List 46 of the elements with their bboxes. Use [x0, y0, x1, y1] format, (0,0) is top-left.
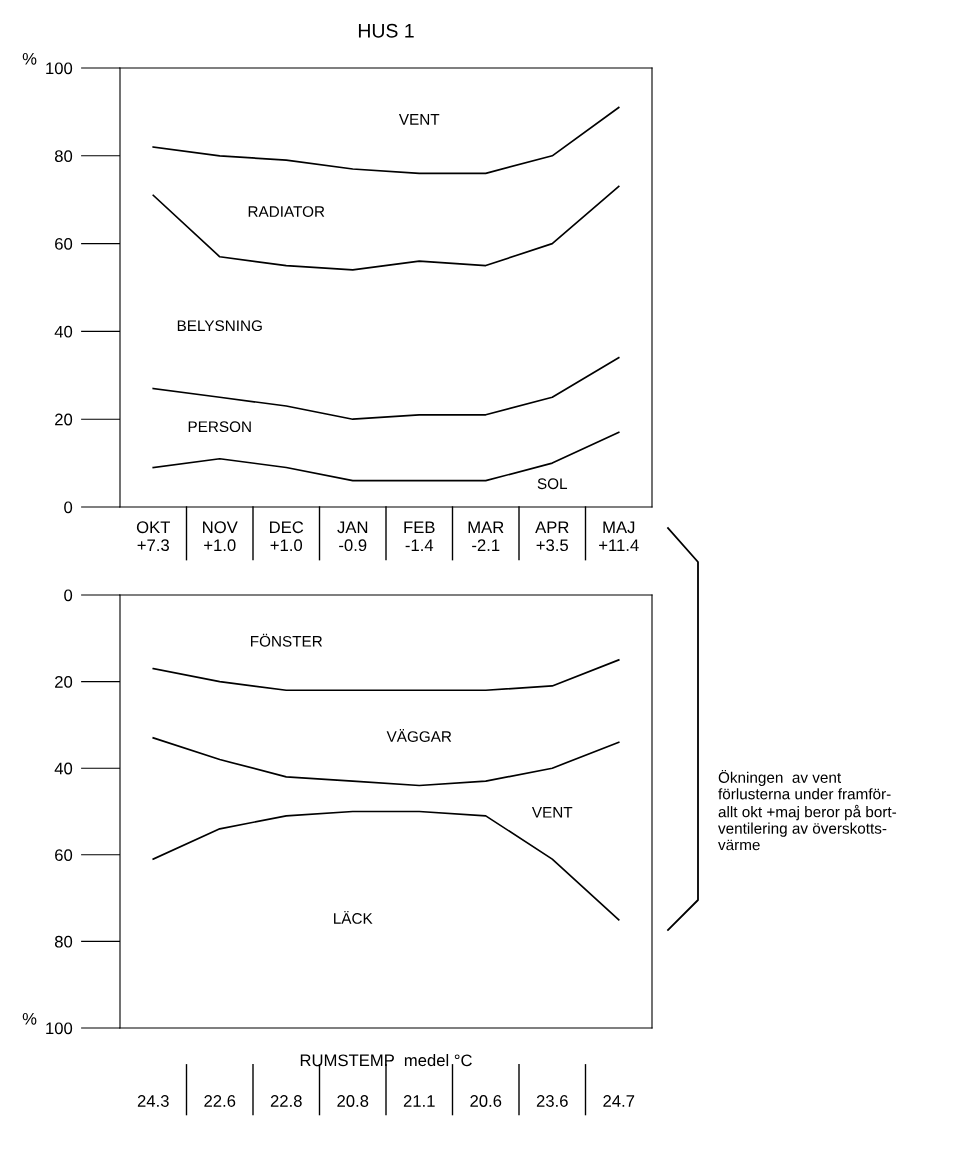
y-axis-title: % — [22, 1012, 37, 1025]
annotation: VENT — [398, 114, 440, 125]
line-series — [152, 659, 620, 692]
x-tick-label: DEC +1.0 — [270, 521, 304, 552]
y-axis-title: % — [22, 52, 37, 65]
y-tick-label: 20 — [55, 413, 73, 426]
x-tick-label: NOV +1.0 — [203, 521, 238, 552]
chart-title: HUS 1 — [358, 23, 414, 38]
y-tick-label: 40 — [54, 762, 73, 775]
x-tick-label: JAN -0.9 — [337, 521, 368, 552]
x-tick-label: 22.6 — [204, 1095, 236, 1107]
x-tick-label: 24.7 — [603, 1095, 635, 1107]
x-tick-label: 20.8 — [337, 1095, 369, 1107]
x-axis-title: RUMSTEMP medel °C — [300, 1053, 472, 1067]
x-tick-label: MAJ +11.4 — [599, 521, 639, 551]
y-tick-label: 0 — [64, 501, 73, 514]
x-tick-label: 20.6 — [470, 1095, 502, 1107]
y-tick-label: 80 — [54, 935, 73, 948]
annotation: BELYSNING — [177, 320, 262, 332]
x-tick-label: MAR -2.1 — [468, 521, 504, 551]
x-tick-label: 21.1 — [403, 1095, 435, 1107]
text: Ökningen av vent förlusterna under framför- allt okt +maj beror på bort- ventilering av överskotts- värme — [718, 770, 897, 851]
y-tick-label: 0 — [64, 589, 73, 602]
x-tick-label: OKT +7.3 — [136, 521, 170, 552]
line-series — [152, 185, 620, 271]
x-tick-label: APR +3.5 — [535, 521, 569, 552]
x-tick-label: 23.6 — [536, 1095, 568, 1107]
x-tick-label: 22.8 — [270, 1095, 302, 1107]
annotation: SOL — [537, 478, 568, 490]
x-tick-label: 24.3 — [137, 1095, 169, 1107]
annotation: PERSON — [188, 421, 251, 433]
y-tick-label: 20 — [55, 676, 73, 688]
y-tick-label: 100 — [46, 62, 73, 75]
line-series — [152, 356, 620, 421]
annotation: VENT — [531, 807, 573, 818]
annotation: VÄGGAR — [386, 729, 452, 742]
y-tick-label: 40 — [54, 325, 73, 338]
annotation: LÄCK — [334, 910, 373, 924]
y-tick-label: 60 — [55, 238, 73, 250]
annotation: RADIATOR — [248, 206, 325, 217]
y-tick-label: 100 — [46, 1022, 73, 1035]
y-tick-label: 60 — [55, 849, 73, 861]
y-tick-label: 80 — [54, 150, 73, 162]
line-series — [152, 106, 620, 175]
annotation: FÖNSTER — [251, 633, 323, 647]
x-tick-label: FEB -1.4 — [404, 521, 435, 551]
